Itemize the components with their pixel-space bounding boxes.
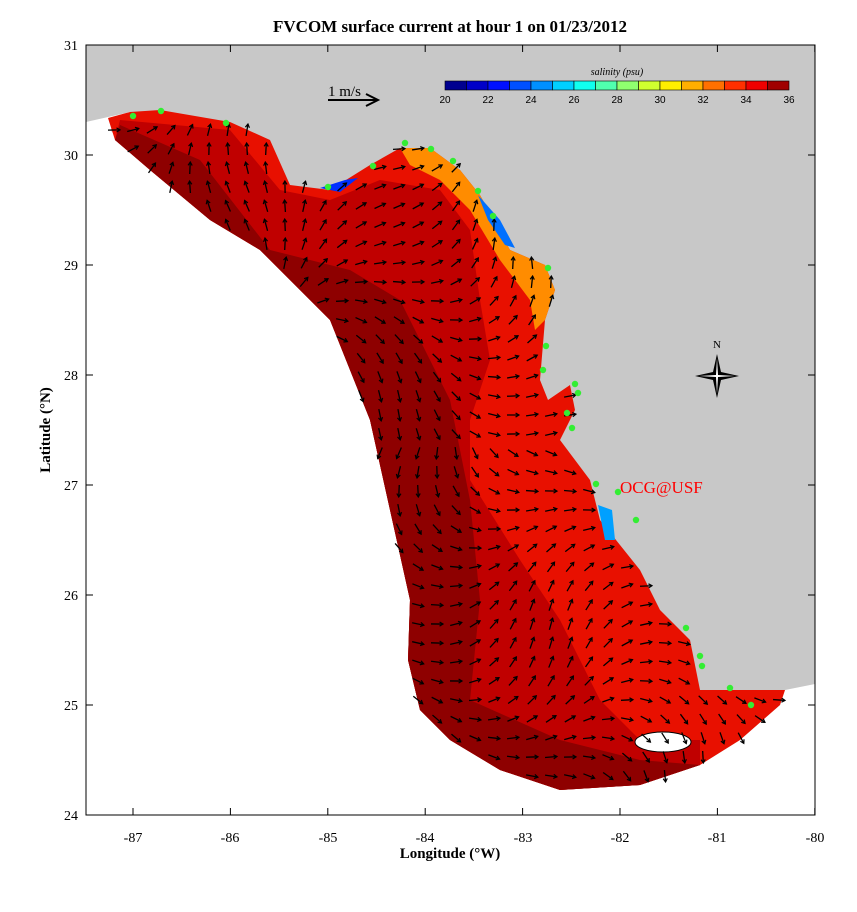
colorbar-segment bbox=[510, 81, 532, 90]
y-tick: 31 bbox=[64, 39, 78, 54]
station-marker bbox=[545, 265, 551, 271]
station-marker bbox=[697, 653, 703, 659]
station-marker bbox=[370, 163, 376, 169]
station-marker bbox=[428, 146, 434, 152]
colorbar-tick: 32 bbox=[697, 95, 709, 106]
colorbar-segment bbox=[488, 81, 510, 90]
colorbar-segment bbox=[467, 81, 489, 90]
station-marker bbox=[223, 120, 229, 126]
colorbar-tick: 26 bbox=[568, 95, 580, 106]
y-axis-label: Latitude (°N) bbox=[38, 387, 54, 473]
station-marker bbox=[130, 113, 136, 119]
scale-arrow-label: 1 m/s bbox=[328, 84, 361, 100]
colorbar-tick: 36 bbox=[783, 95, 795, 106]
colorbar-segment bbox=[660, 81, 682, 90]
compass-north-label: N bbox=[713, 339, 721, 351]
x-tick: -82 bbox=[611, 831, 630, 846]
y-tick: 30 bbox=[64, 149, 78, 164]
colorbar-segment bbox=[682, 81, 704, 90]
colorbar-tick: 24 bbox=[525, 95, 537, 106]
station-marker bbox=[158, 108, 164, 114]
ocg-usf-watermark: OCG@USF bbox=[620, 478, 703, 497]
x-tick: -87 bbox=[124, 831, 143, 846]
colorbar-segment bbox=[725, 81, 747, 90]
x-tick: -84 bbox=[416, 831, 435, 846]
station-marker bbox=[543, 343, 549, 349]
colorbar-segment bbox=[596, 81, 618, 90]
x-axis-label: Longitude (°W) bbox=[400, 846, 501, 862]
station-marker bbox=[490, 213, 496, 219]
station-marker bbox=[569, 425, 575, 431]
station-marker bbox=[564, 410, 570, 416]
colorbar-segment bbox=[768, 81, 790, 90]
x-tick: -83 bbox=[514, 831, 533, 846]
colorbar-tick: 22 bbox=[482, 95, 494, 106]
colorbar-segment bbox=[617, 81, 639, 90]
colorbar-segment bbox=[703, 81, 725, 90]
station-marker bbox=[633, 517, 639, 523]
station-marker bbox=[325, 184, 331, 190]
station-marker bbox=[450, 158, 456, 164]
colorbar-label: salinity (psu) bbox=[591, 67, 644, 78]
x-tick: -85 bbox=[319, 831, 338, 846]
station-marker bbox=[727, 685, 733, 691]
x-tick: -86 bbox=[221, 831, 240, 846]
station-marker bbox=[540, 367, 546, 373]
y-tick: 27 bbox=[64, 479, 78, 494]
station-marker bbox=[572, 381, 578, 387]
y-tick: 28 bbox=[64, 369, 78, 384]
y-tick: 24 bbox=[64, 809, 78, 824]
station-marker bbox=[402, 140, 408, 146]
station-marker bbox=[475, 188, 481, 194]
colorbar-tick: 28 bbox=[611, 95, 623, 106]
colorbar-segment bbox=[574, 81, 596, 90]
colorbar-tick: 20 bbox=[439, 95, 451, 106]
colorbar-tick: 34 bbox=[740, 95, 752, 106]
colorbar-segment bbox=[639, 81, 661, 90]
station-marker bbox=[683, 625, 689, 631]
x-tick: -80 bbox=[806, 831, 825, 846]
colorbar-segment bbox=[746, 81, 768, 90]
x-tick: -81 bbox=[708, 831, 727, 846]
y-tick: 25 bbox=[64, 699, 78, 714]
y-tick: 29 bbox=[64, 259, 78, 274]
colorbar-tick: 30 bbox=[654, 95, 666, 106]
station-marker bbox=[593, 481, 599, 487]
colorbar-segment bbox=[445, 81, 467, 90]
y-tick: 26 bbox=[64, 589, 78, 604]
station-marker bbox=[699, 663, 705, 669]
station-marker bbox=[575, 390, 581, 396]
station-marker bbox=[748, 702, 754, 708]
colorbar-segment bbox=[531, 81, 553, 90]
colorbar-segment bbox=[553, 81, 575, 90]
map-title: FVCOM surface current at hour 1 on 01/23… bbox=[273, 17, 627, 36]
